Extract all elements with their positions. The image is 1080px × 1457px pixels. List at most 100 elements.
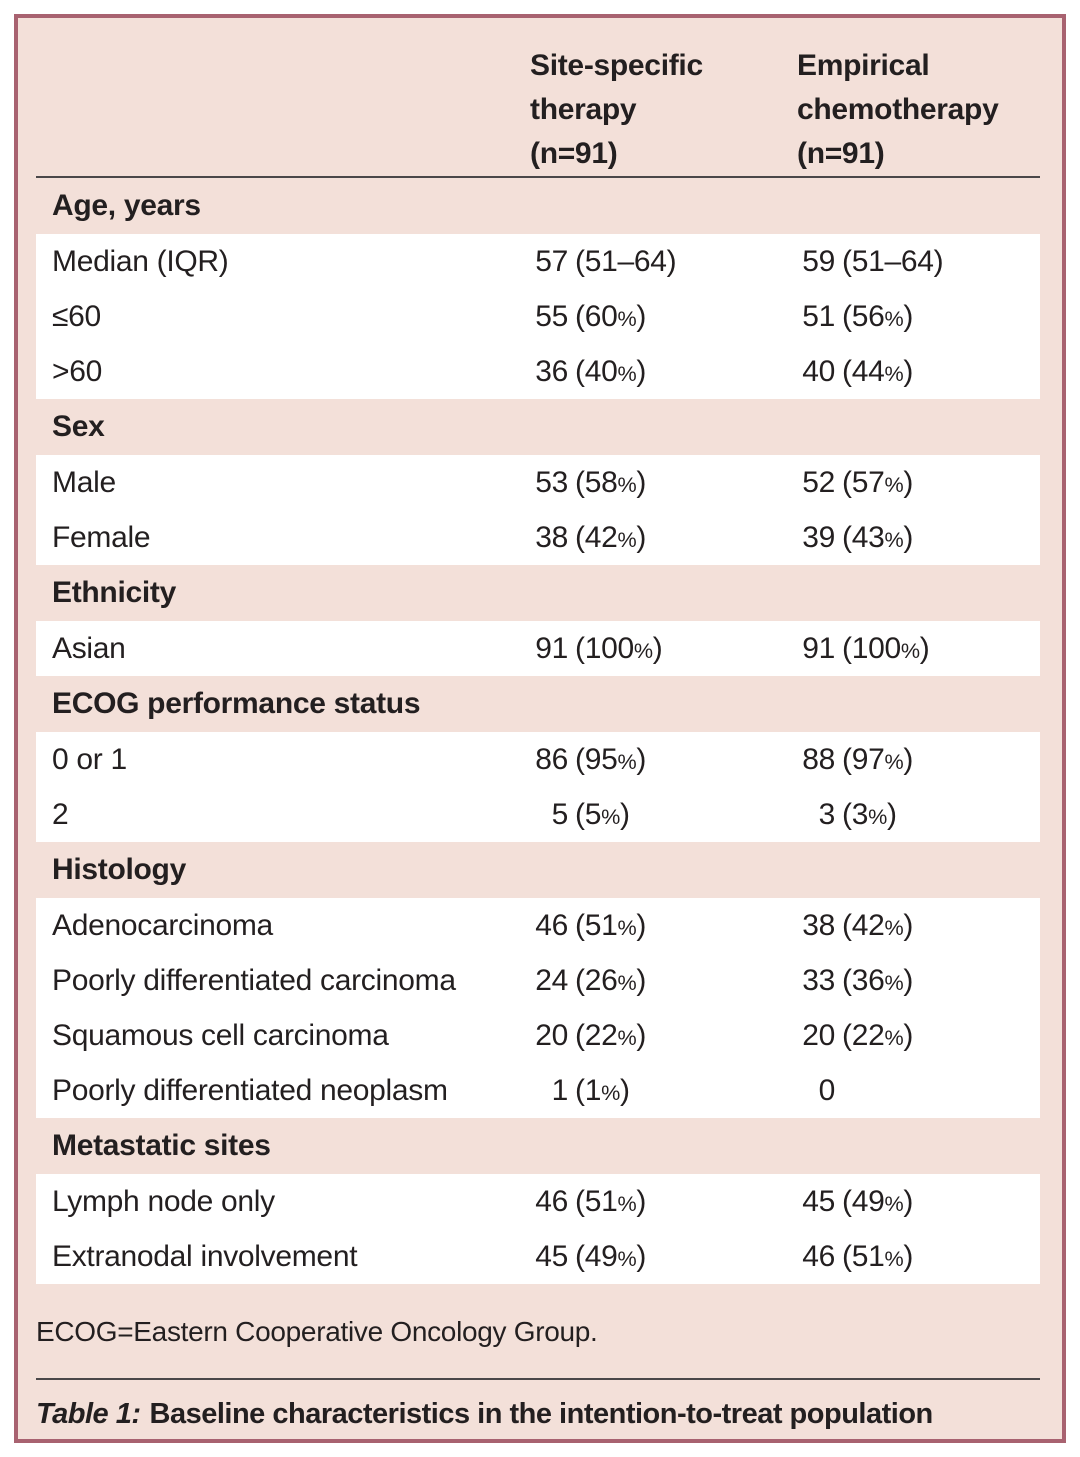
value-number: 38 (802, 908, 835, 942)
value-empirical: 3 (3%) (797, 798, 1040, 832)
value-number: 24 (535, 963, 568, 997)
value-detail: (5%) (575, 797, 630, 831)
percent-sign: % (884, 969, 904, 995)
percent-sign: % (884, 1245, 904, 1271)
value-number: 33 (802, 963, 835, 997)
value-site-specific: 36 (40%) (530, 355, 797, 389)
section-age-years: Age, years Median (IQR) 57 (51–64) 59 (5… (36, 178, 1040, 399)
value-site-specific: 24 (26%) (530, 964, 797, 998)
row-label: Squamous cell carcinoma (52, 1018, 389, 1052)
row-male: Male 53 (58%) 52 (57%) (36, 455, 1040, 510)
value-empirical: 45 (49%) (797, 1185, 1040, 1219)
row-label: Extranodal involvement (52, 1239, 358, 1273)
column-header-site-specific-therapy: Site-specific therapy (n=91) (530, 44, 797, 176)
row-label: Male (52, 465, 116, 499)
section-title-age-years: Age, years (52, 189, 201, 222)
table-caption: Table 1: Baseline characteristics in the… (36, 1380, 1040, 1449)
footnote: ECOG=Eastern Cooperative Oncology Group. (36, 1316, 598, 1347)
value-detail: (49%) (575, 1239, 647, 1273)
section-metastatic-sites: Metastatic sites Lymph node only 46 (51%… (36, 1118, 1040, 1284)
section-title-ecog-performance-status: ECOG performance status (52, 687, 421, 720)
value-number: 3 (818, 797, 836, 831)
value-detail: (49%) (842, 1184, 914, 1218)
value-empirical: 88 (97%) (797, 743, 1040, 777)
row-adenocarcinoma: Adenocarcinoma 46 (51%) 38 (42%) (36, 898, 1040, 953)
value-detail: (95%) (575, 742, 647, 776)
table-header-row: Site-specific therapy (n=91) Empirical c… (36, 18, 1040, 176)
percent-sign: % (617, 526, 637, 552)
caption-text: Baseline characteristics in the intentio… (149, 1398, 934, 1430)
value-detail: (44%) (842, 354, 914, 388)
value-detail: (58%) (575, 465, 647, 499)
value-detail: (97%) (842, 742, 914, 776)
section-sex: Sex Male 53 (58%) 52 (57%) Female 38 (42… (36, 399, 1040, 565)
column-header-line: (n=91) (797, 137, 885, 170)
value-number: 40 (802, 354, 835, 388)
row-extranodal-involvement: Extranodal involvement 45 (49%) 46 (51%) (36, 1229, 1040, 1284)
row-label: 2 (52, 797, 69, 831)
row-label: ≤60 (52, 299, 101, 333)
section-title-metastatic-sites: Metastatic sites (52, 1129, 271, 1162)
percent-sign: % (617, 360, 637, 386)
value-empirical: 52 (57%) (797, 466, 1040, 500)
value-number: 46 (535, 1184, 568, 1218)
value-detail: (51%) (575, 908, 647, 942)
value-detail: (40%) (575, 354, 647, 388)
row-0-or-1: 0 or 1 86 (95%) 88 (97%) (36, 732, 1040, 787)
percent-sign: % (900, 637, 920, 663)
row-label: 0 or 1 (52, 742, 127, 776)
percent-sign: % (617, 1024, 637, 1050)
row-2: 2 5 (5%) 3 (3%) (36, 787, 1040, 842)
row-label: Asian (52, 631, 126, 665)
percent-sign: % (617, 305, 637, 331)
value-detail: (42%) (575, 520, 647, 554)
value-number: 0 (818, 1073, 836, 1107)
value-empirical: 40 (44%) (797, 355, 1040, 389)
row-label: Median (IQR) (52, 244, 229, 278)
percent-sign: % (884, 471, 904, 497)
row-lymph-node-only: Lymph node only 46 (51%) 45 (49%) (36, 1174, 1040, 1229)
caption-rule (36, 1378, 1040, 1380)
value-site-specific: 57 (51–64) (530, 245, 797, 279)
value-detail: (51%) (842, 1239, 914, 1273)
percent-sign: % (617, 1245, 637, 1271)
table-panel: Site-specific therapy (n=91) Empirical c… (14, 14, 1066, 1443)
value-number: 46 (535, 908, 568, 942)
value-number: 88 (802, 742, 835, 776)
value-detail: (43%) (842, 520, 914, 554)
value-number: 38 (535, 520, 568, 554)
table-body: Age, years Median (IQR) 57 (51–64) 59 (5… (36, 178, 1040, 1284)
value-detail: (3%) (842, 797, 897, 831)
percent-sign: % (617, 471, 637, 497)
row-label: Poorly differentiated neoplasm (52, 1073, 448, 1107)
value-empirical: 46 (51%) (797, 1240, 1040, 1274)
section-ecog-performance-status: ECOG performance status 0 or 1 86 (95%) … (36, 676, 1040, 842)
row-squamous-cell-carcinoma: Squamous cell carcinoma 20 (22%) 20 (22%… (36, 1008, 1040, 1063)
column-header-line: therapy (530, 93, 637, 126)
percent-sign: % (884, 1024, 904, 1050)
percent-sign: % (601, 1079, 620, 1105)
percent-sign: % (884, 526, 904, 552)
value-detail: (60%) (575, 299, 647, 333)
percent-sign: % (617, 1190, 637, 1216)
value-empirical: 20 (22%) (797, 1019, 1040, 1053)
section-rows: Male 53 (58%) 52 (57%) Female 38 (42%) 3… (36, 455, 1040, 565)
section-rows: 0 or 1 86 (95%) 88 (97%) 2 5 (5%) 3 (3%) (36, 732, 1040, 842)
value-number: 36 (535, 354, 568, 388)
percent-sign: % (617, 914, 637, 940)
value-number: 59 (802, 244, 835, 278)
value-empirical: 59 (51–64) (797, 245, 1040, 279)
row-poorly-differentiated-neoplasm: Poorly differentiated neoplasm 1 (1%) 0 (36, 1063, 1040, 1118)
percent-sign: % (617, 748, 637, 774)
caption-label: Table 1: (36, 1398, 141, 1430)
value-number: 39 (802, 520, 835, 554)
value-detail: (36%) (842, 963, 914, 997)
percent-sign: % (884, 914, 904, 940)
section-ethnicity: Ethnicity Asian 91 (100%) 91 (100%) (36, 565, 1040, 676)
row-median-iqr: Median (IQR) 57 (51–64) 59 (51–64) (36, 234, 1040, 289)
value-detail: (51%) (575, 1184, 647, 1218)
value-number: 46 (802, 1239, 835, 1273)
percent-sign: % (884, 360, 904, 386)
value-detail: (51–64) (575, 244, 677, 278)
